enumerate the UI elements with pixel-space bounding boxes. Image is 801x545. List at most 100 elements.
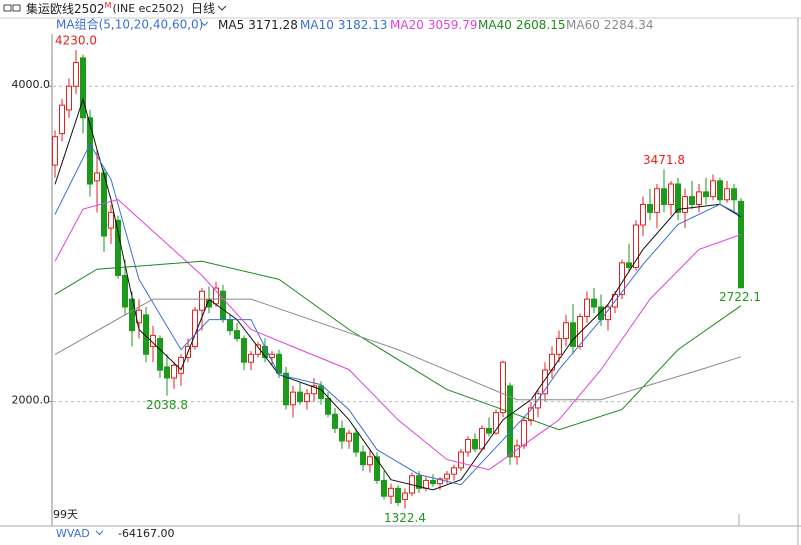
candle-body [668, 183, 674, 205]
candle-body [122, 274, 128, 308]
candle-body [675, 183, 681, 213]
legend-value: 2608.15 [516, 18, 566, 32]
legend-name: MA40 [478, 18, 512, 32]
candle-body [87, 117, 93, 185]
dropdown-arrow[interactable] [200, 21, 209, 27]
candle-body [507, 385, 513, 458]
legend-entry: MA10 3182.13 [300, 18, 387, 32]
candle-body [248, 353, 254, 363]
price-annotation: 2722.1 [719, 290, 761, 304]
candle-body [661, 188, 667, 206]
candle-body [486, 427, 492, 434]
candle-body [640, 204, 646, 226]
range-label: 99天 [53, 508, 78, 521]
candle-body [171, 364, 177, 379]
title-sup: M [105, 1, 112, 10]
candle-body [521, 420, 527, 447]
candle-body [423, 479, 429, 489]
legend-entry: MA60 2284.34 [566, 18, 653, 32]
candle-body [241, 338, 247, 363]
legend-name: MA10 [300, 18, 334, 32]
candle-body [577, 315, 583, 347]
price-annotation: 3471.8 [643, 153, 685, 167]
candle-body [276, 353, 282, 374]
price-annotation: 1322.4 [384, 511, 426, 525]
candle-body [367, 456, 373, 466]
candle-body [227, 319, 233, 332]
candle-body [591, 298, 597, 308]
legend-entry: MA20 3059.79 [390, 18, 477, 32]
ma-line [54, 260, 742, 431]
candle-body [143, 314, 149, 355]
app-icon[interactable] [3, 4, 21, 12]
candle-body [451, 467, 457, 475]
candle-body [73, 62, 79, 87]
candle-body [703, 191, 709, 198]
ma-line [54, 198, 742, 471]
candle-body [437, 478, 443, 485]
indicator-readout: -64167.00 [118, 527, 174, 540]
candle-body [626, 262, 632, 269]
legend-name: MA60 [566, 18, 600, 32]
candle-body [108, 211, 114, 229]
candle-body [647, 204, 653, 213]
candle-body [353, 432, 359, 453]
candle-body [52, 136, 58, 166]
candle-body [311, 385, 317, 395]
candle-body [304, 393, 310, 403]
legend-entry: MA5 3171.28 [218, 18, 298, 32]
legend-entry: MA40 2608.15 [478, 18, 565, 32]
candle-body [731, 188, 737, 201]
candle-body [570, 322, 576, 347]
candle-body [339, 427, 345, 442]
legend-value: 2284.34 [604, 18, 654, 32]
candle-body [290, 391, 296, 406]
candle-body [500, 361, 506, 414]
candle-body [444, 473, 450, 480]
period-selector[interactable]: 日线 [191, 2, 215, 16]
candle-body [563, 322, 569, 340]
candle-body [696, 191, 702, 205]
candle-body [689, 196, 695, 206]
instrument-title: 集运欧线2502M(INE ec2502) [26, 1, 184, 16]
candle-body [283, 372, 289, 406]
candle-body [430, 479, 436, 485]
candle-body [234, 330, 240, 340]
y-tick-label: 2000.0 [12, 394, 51, 407]
legend-value: 3059.79 [428, 18, 478, 32]
candle-body [199, 290, 205, 311]
candle-body [416, 475, 422, 489]
candle-body [402, 492, 408, 500]
candle-body [395, 487, 401, 504]
y-tick-label: 4000.0 [12, 78, 51, 91]
ma-line [54, 97, 742, 491]
ma-line [54, 143, 742, 486]
icon-part [12, 4, 21, 12]
legend-value: 3171.28 [248, 18, 298, 32]
icon-part [3, 4, 12, 12]
candle-body [633, 224, 639, 269]
candle-body [115, 219, 121, 276]
dropdown-arrow[interactable] [95, 530, 104, 536]
title: 集运欧线2502 [26, 1, 105, 16]
legend-value: 3182.13 [338, 18, 388, 32]
candle-body [297, 391, 303, 403]
candle-body [374, 456, 380, 481]
candle-body [164, 366, 170, 379]
price-annotation: 2038.8 [146, 398, 188, 412]
candle-body [724, 188, 730, 201]
indicator-name[interactable]: WVAD [56, 527, 90, 540]
candle-body [528, 407, 534, 422]
candle-body [192, 309, 198, 347]
ma-group[interactable]: MA组合(5,10,20,40,60,0) [56, 17, 203, 32]
candle-body [535, 393, 541, 409]
candle-body [80, 57, 86, 119]
dropdown-arrow[interactable] [217, 5, 227, 11]
candle-body [584, 298, 590, 317]
candle-body [59, 104, 65, 135]
candle-body [479, 427, 485, 450]
price-annotation: 4230.0 [55, 33, 97, 47]
candle-body [325, 397, 331, 415]
